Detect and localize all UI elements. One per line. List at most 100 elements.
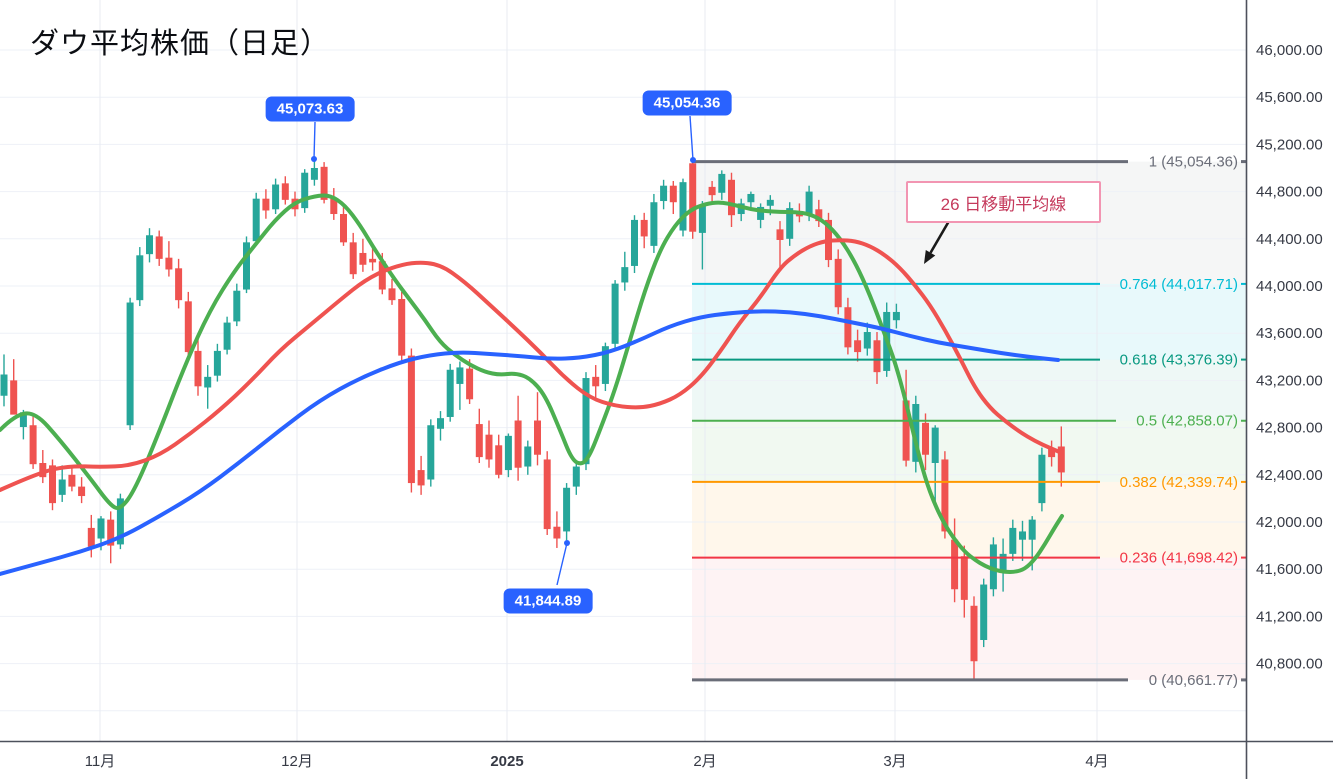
y-axis-label: 43,600.00 [1256,325,1323,342]
candle-down [369,247,377,271]
candle-up [213,343,221,382]
fib-label-0: 0 (40,661.77) [1149,672,1238,689]
y-axis-label: 45,200.00 [1256,136,1323,153]
y-axis-scale-area[interactable] [1248,0,1333,741]
candle-up [427,419,435,487]
price-label-december-high: 45,073.63 [265,96,355,122]
candle-down [815,199,823,227]
candle-down [922,413,929,471]
candle-up [718,170,726,200]
y-axis-label: 44,400.00 [1256,231,1323,248]
candle-down [262,189,270,219]
candle-up [980,578,988,648]
candle-up [252,192,260,246]
candle-up [1038,447,1046,512]
candle-up [650,193,658,253]
candle-up [563,483,571,541]
candle-up [233,283,241,327]
candle-up [757,203,765,229]
y-axis-label: 42,400.00 [1256,467,1323,484]
candle-down [155,230,163,266]
callout-line [556,542,568,586]
annotation-arrow-layer [924,220,951,264]
candle-down [107,511,115,564]
candle-down [534,392,541,466]
ma-line-26日移動平均線 [0,238,1064,492]
candle-down [873,332,881,384]
fib-label-0.5: 0.5 (42,858.07) [1136,413,1238,430]
candle-up [310,159,318,186]
y-axis-label: 41,600.00 [1256,561,1323,578]
candle-down [68,466,76,492]
candle-up [504,433,512,478]
candle-up [679,178,687,237]
candle-down [592,365,600,400]
candle-up [146,228,153,263]
fib-lines-layer: 1 (45,054.36) 0.764 (44,017.71) 0.618 (43,… [692,154,1246,689]
ma-line-ma_green [0,193,1064,574]
fib-band [692,359,1246,421]
candle-up [204,365,212,409]
candle-down [330,188,338,220]
fib-label-0.382: 0.382 (42,339.74) [1120,474,1238,491]
price-label-january-high: 45,054.36 [642,90,732,116]
y-axis-label: 42,800.00 [1256,420,1323,437]
candle-down [475,408,483,463]
candle-down [340,203,347,246]
candle-down [1057,426,1065,487]
fib-label-0.618: 0.618 (43,376.39) [1120,352,1238,369]
fib-label-0.236: 0.236 (41,698.42) [1120,550,1238,567]
candle-up [863,322,871,356]
x-axis-label: 11月 [85,753,116,770]
candle-down [87,514,95,558]
candle-down [728,172,735,227]
y-axis-label: 45,600.00 [1256,89,1323,106]
y-axis-label: 40,800.00 [1256,656,1323,673]
candle-up [660,179,668,210]
candle-down [669,180,677,215]
candle-down [543,451,551,535]
candle-down [834,249,842,315]
x-axis-label: 4月 [1085,753,1108,770]
candle-down [10,359,18,415]
candle-up [243,236,250,294]
y-axis-label: 43,200.00 [1256,372,1323,389]
callout-line [689,115,694,161]
candle-down [175,258,183,309]
y-axis-label: 42,000.00 [1256,514,1323,531]
candle-up [989,537,997,597]
x-axis-scale-area[interactable] [0,743,1246,779]
callout-line [313,121,316,160]
candle-down [708,180,716,205]
candle-down [388,278,396,305]
candle-down [194,337,202,396]
x-axis-label: 12月 [281,753,313,770]
candle-up [1019,520,1026,561]
x-axis-label: 3月 [883,753,906,770]
candle-up [136,247,144,307]
y-axis-label: 41,200.00 [1256,608,1323,625]
candle-down [29,415,37,469]
candle-down [854,329,862,362]
candle-up [786,202,794,246]
candle-up [912,395,920,473]
arrow-head-icon [924,249,936,264]
candle-up [931,425,939,502]
candle-down [39,450,47,484]
candle-down [776,221,784,271]
candle-down [951,518,959,603]
candle-down [514,395,522,481]
candle-up [456,361,464,410]
moving-averages-layer [0,193,1064,576]
ma-annotation-label: 26 日移動平均線 [940,194,1067,214]
candle-down [553,511,561,548]
ma-annotation-box: 26 日移動平均線 [906,181,1101,223]
fib-label-0.764: 0.764 (44,017.71) [1120,276,1238,293]
candle-up [621,251,629,291]
candle-up [58,465,66,502]
candle-up [301,169,309,213]
candle-down [689,161,697,239]
candle-down [485,420,493,468]
